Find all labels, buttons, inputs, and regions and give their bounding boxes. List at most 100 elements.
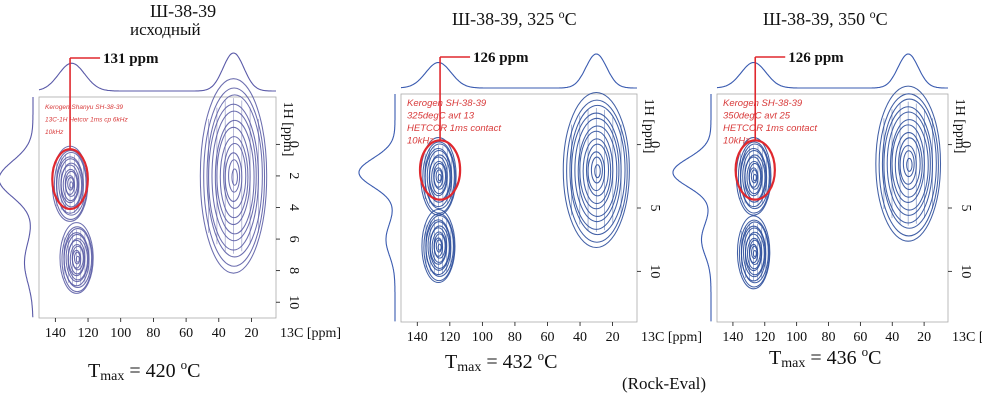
x-axis-label: 13C [ppm] bbox=[952, 330, 982, 345]
tmax-sub: max bbox=[100, 369, 124, 384]
contour-line bbox=[223, 142, 247, 209]
contour-line bbox=[431, 160, 447, 195]
y-tick-label: 6 bbox=[286, 236, 301, 243]
panel-title-text: Ш-38-39, 350 bbox=[763, 9, 870, 29]
contour-line bbox=[203, 87, 266, 267]
panel-title: Ш-38-39, 350 oC bbox=[763, 7, 888, 29]
inset-text: Kerogen Shanyu SH-38-39 bbox=[45, 104, 123, 111]
inset-text: 13C-1H Hetcor 1ms cp 6kHz bbox=[45, 117, 128, 124]
contour-line bbox=[737, 141, 771, 214]
x-tick-label: 80 bbox=[146, 326, 160, 341]
tmax-value: = 436 bbox=[805, 347, 861, 369]
contour-line bbox=[889, 119, 929, 211]
contour-line bbox=[73, 251, 81, 265]
contour-line bbox=[211, 110, 257, 242]
contour-line bbox=[738, 219, 770, 288]
x-tick-label: 140 bbox=[407, 330, 428, 345]
contour-line bbox=[562, 91, 630, 249]
tmax-sub: max bbox=[781, 356, 805, 371]
x-axis-label: 13C [ppm] bbox=[280, 326, 341, 341]
tmax-sub: max bbox=[457, 360, 481, 375]
contour-line bbox=[435, 239, 443, 253]
tmax-T: T bbox=[445, 351, 457, 373]
x-tick-label: 80 bbox=[822, 330, 836, 345]
tmax-T: T bbox=[769, 347, 781, 369]
x-tick-label: 60 bbox=[853, 330, 867, 345]
contour-line bbox=[431, 231, 447, 263]
contour-line bbox=[881, 98, 937, 229]
contour-line bbox=[65, 233, 89, 283]
y-tick-label: 5 bbox=[958, 205, 973, 212]
inset-text: Kerogen SH-38-39 bbox=[723, 98, 803, 109]
contour-line bbox=[886, 111, 931, 216]
contour-line bbox=[199, 78, 268, 274]
contour-line bbox=[231, 168, 238, 186]
contour-line bbox=[746, 237, 762, 270]
footnote: (Rock-Eval) bbox=[622, 374, 706, 393]
y-tick-label: 0 bbox=[647, 141, 662, 148]
x-tick-label: 140 bbox=[722, 330, 743, 345]
inset-text: 10kHz bbox=[407, 136, 434, 147]
inset-text: HETCOR 1ms contact bbox=[723, 123, 817, 134]
x-tick-label: 20 bbox=[606, 330, 620, 345]
x-tick-label: 100 bbox=[472, 330, 493, 345]
contour-line bbox=[585, 143, 610, 197]
contour-line bbox=[427, 221, 451, 271]
panel-title: Ш-38-39 bbox=[150, 1, 216, 21]
tmax-unit: C bbox=[187, 360, 200, 382]
x-tick-label: 20 bbox=[917, 330, 931, 345]
inset-text: 350degC avt 25 bbox=[723, 111, 791, 122]
x-axis-label: 13C [ppm] bbox=[641, 330, 702, 345]
x-tick-label: 40 bbox=[885, 330, 899, 345]
x-tick-label: 40 bbox=[212, 326, 226, 341]
y-tick-label: 10 bbox=[647, 264, 662, 278]
panel-title-text: Ш-38-39, 325 bbox=[452, 9, 559, 29]
panel-title-unit: C bbox=[876, 9, 888, 29]
highlight-label: 126 ppm bbox=[788, 50, 844, 66]
y-tick-label: 2 bbox=[286, 172, 301, 179]
contour-line bbox=[423, 213, 455, 282]
proton-projection bbox=[358, 94, 396, 322]
y-tick-label: 0 bbox=[286, 141, 301, 148]
contour-line bbox=[62, 168, 79, 202]
carbon-projection bbox=[38, 52, 276, 92]
contour-line bbox=[67, 177, 75, 191]
tmax-sup: o bbox=[538, 348, 545, 363]
highlight-label: 131 ppm bbox=[103, 51, 159, 67]
tmax-sup: o bbox=[862, 344, 869, 359]
contour-line bbox=[69, 243, 85, 275]
tmax-sup: o bbox=[181, 357, 188, 372]
tmax-value: = 432 bbox=[481, 351, 537, 373]
x-tick-label: 80 bbox=[508, 330, 522, 345]
contour-line bbox=[566, 99, 628, 243]
tmax-unit: C bbox=[544, 351, 557, 373]
contour-line bbox=[746, 160, 762, 195]
panel-subtitle: исходный bbox=[130, 20, 201, 39]
contour-line bbox=[594, 164, 601, 179]
contour-line bbox=[569, 104, 626, 236]
contour-line bbox=[574, 117, 620, 223]
x-tick-label: 60 bbox=[179, 326, 193, 341]
contour-line bbox=[902, 150, 915, 178]
tmax-annotation: Tmax = 436 oC bbox=[769, 344, 881, 371]
contour-line bbox=[751, 245, 758, 259]
y-tick-label: 10 bbox=[958, 264, 973, 278]
contour-line bbox=[228, 159, 241, 193]
highlight-label: 126 ppm bbox=[473, 50, 529, 66]
inset-text: 325degC avt 13 bbox=[407, 111, 475, 122]
chart-panel-3: 140 120 100 80 60 40 20 13C [ppm] 0 5 10 1H [ppm] Ke… bbox=[672, 7, 982, 371]
contour-line bbox=[582, 138, 612, 205]
panel-title: Ш-38-39, 325 oC bbox=[452, 7, 577, 29]
contour-line bbox=[898, 137, 921, 191]
panel-title-unit: C bbox=[565, 9, 577, 29]
x-tick-label: 60 bbox=[540, 330, 554, 345]
contour-line bbox=[219, 136, 249, 219]
proton-projection bbox=[0, 97, 34, 318]
x-tick-label: 140 bbox=[45, 326, 66, 341]
y-axis-label: 1H [ppm] bbox=[641, 99, 656, 154]
x-tick-label: 120 bbox=[78, 326, 99, 341]
y-tick-label: 4 bbox=[286, 204, 301, 211]
contour-line bbox=[878, 93, 939, 237]
